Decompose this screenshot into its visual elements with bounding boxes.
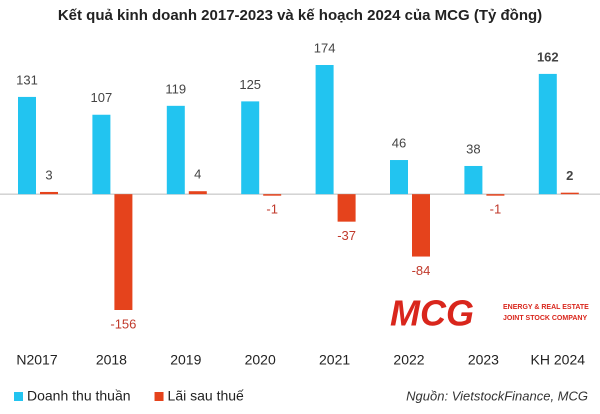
bar (412, 194, 430, 257)
source: Nguồn: VietstockFinance, MCG (406, 388, 588, 403)
data-label: 125 (239, 77, 261, 92)
bar (560, 192, 579, 195)
x-tick-label: 2021 (319, 352, 350, 368)
data-label: -156 (110, 316, 136, 331)
data-label: 2 (566, 168, 573, 183)
data-label: 162 (537, 49, 559, 64)
logo-line: JOINT STOCK COMPANY (503, 315, 587, 322)
data-label: 131 (16, 72, 38, 87)
x-tick-label: 2020 (245, 352, 276, 368)
logo-name: MCG (390, 293, 474, 334)
data-label: 46 (392, 135, 406, 150)
x-tick-label: 2022 (393, 352, 424, 368)
data-label: -1 (266, 201, 278, 216)
x-tick-label: 2018 (96, 352, 127, 368)
x-tick-label: 2019 (170, 352, 201, 368)
bar (390, 160, 408, 195)
data-label: 3 (45, 167, 52, 182)
bar (263, 194, 282, 196)
x-tick-label: N2017 (16, 352, 57, 368)
bar (464, 165, 483, 195)
chart-title: Kết quả kinh doanh 2017-2023 và kế hoạch… (58, 7, 542, 24)
data-label: 174 (314, 40, 336, 55)
bar (241, 101, 260, 195)
data-label: -37 (337, 228, 356, 243)
bar (114, 194, 133, 310)
bar (315, 65, 334, 195)
x-tick-label: 2023 (468, 352, 499, 368)
legend-swatch (154, 392, 164, 401)
data-label: -1 (490, 201, 502, 216)
bar (538, 73, 557, 195)
bar (166, 105, 185, 195)
bar (188, 191, 207, 195)
bar (18, 96, 36, 195)
data-label: -84 (412, 263, 431, 278)
bar (92, 114, 111, 195)
legend-swatch (14, 392, 23, 401)
bar (337, 194, 356, 222)
legend-label: Doanh thu thuần (27, 388, 131, 404)
bar (40, 191, 58, 195)
data-label: 4 (194, 167, 201, 182)
legend-label: Lãi sau thuế (168, 388, 244, 404)
bar (486, 194, 505, 196)
data-label: 38 (466, 141, 480, 156)
logo-line: ENERGY & REAL ESTATE (503, 304, 589, 311)
data-label: 107 (91, 90, 113, 105)
x-tick-label: KH 2024 (531, 352, 586, 368)
data-label: 119 (165, 81, 186, 96)
